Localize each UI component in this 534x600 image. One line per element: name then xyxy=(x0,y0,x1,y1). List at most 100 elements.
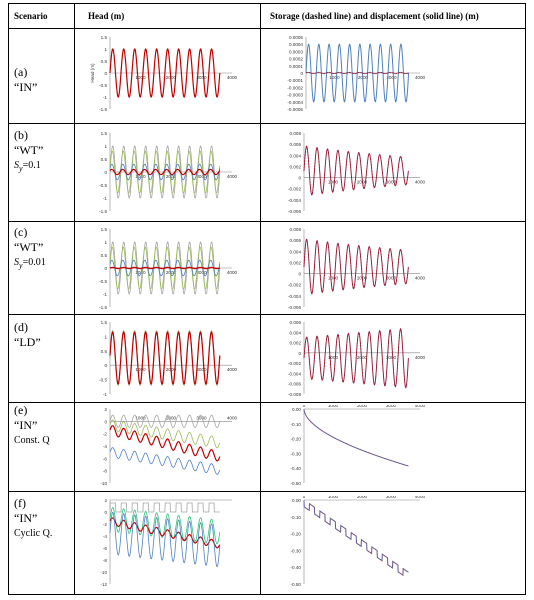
series-line xyxy=(109,246,221,290)
x-tick-label: 1000 xyxy=(328,276,339,281)
y-tick-label: 0.002 xyxy=(290,260,302,265)
x-tick-label: 2000 xyxy=(357,405,368,408)
series-line xyxy=(303,238,409,295)
x-tick-label: 2000 xyxy=(166,174,177,179)
series-line xyxy=(305,43,410,103)
y-tick-label: -0.40 xyxy=(291,565,302,570)
y-tick-label: -0.30 xyxy=(291,451,302,456)
y-tick-label: 0.006 xyxy=(290,320,302,325)
row-divider xyxy=(8,221,526,222)
series-line xyxy=(109,517,221,549)
y-tick-label: 0.002 xyxy=(290,341,302,346)
row-parameter: Sy=0.01 xyxy=(14,257,46,270)
y-tick-label: -1.5 xyxy=(99,209,107,214)
y-tick-label: -0.004 xyxy=(288,371,301,376)
y-tick-label: -0.10 xyxy=(291,515,302,520)
y-tick-label: -0.0004 xyxy=(287,100,303,105)
row-label-e: (e) “IN” Const. Q xyxy=(14,403,50,448)
y-tick-label: 0.006 xyxy=(290,142,302,147)
y-tick-label: -4 xyxy=(103,534,108,539)
y-tick-label: 0.008 xyxy=(290,227,302,232)
y-tick-label: -12 xyxy=(100,582,107,587)
y-tick-label: -0.10 xyxy=(291,422,302,427)
y-tick-label: 0 xyxy=(298,351,301,356)
x-tick-label: 2000 xyxy=(166,270,177,275)
x-tick-label: 3000 xyxy=(196,174,207,179)
row-letter: (d) xyxy=(14,320,28,334)
y-tick-label: 0.5 xyxy=(101,157,108,162)
x-tick-label: 3000 xyxy=(386,355,397,360)
x-tick-label: 1000 xyxy=(328,180,339,185)
series-line xyxy=(303,499,409,576)
y-tick-label: -0.006 xyxy=(288,209,301,214)
row-scenario-name: “IN” xyxy=(14,80,38,94)
row-scenario-name: “IN” xyxy=(14,511,38,525)
y-tick-label: 1 xyxy=(104,144,107,149)
y-tick-label: 0.006 xyxy=(290,238,302,243)
series-line xyxy=(109,150,221,194)
y-tick-label: -0.0001 xyxy=(287,78,303,83)
row-letter: (c) xyxy=(14,225,28,239)
y-tick-label: -0.40 xyxy=(291,466,302,471)
y-tick-label: -4 xyxy=(103,444,108,449)
series-line xyxy=(303,328,409,389)
y-tick-label: -0.004 xyxy=(288,198,301,203)
y-tick-label: 0.5 xyxy=(101,253,108,258)
x-tick-label: 3000 xyxy=(196,270,207,275)
y-tick-label: 0 xyxy=(104,170,107,175)
series-line xyxy=(303,145,409,196)
series-line xyxy=(109,419,221,449)
x-tick-label: 4000 xyxy=(415,405,426,408)
y-tick-label: -1 xyxy=(103,196,108,201)
y-tick-label: -8 xyxy=(103,469,108,474)
y-tick-label: -0.5 xyxy=(99,279,107,284)
row-scenario-name: “IN” xyxy=(14,418,38,432)
x-tick-label: 3000 xyxy=(386,75,397,80)
row-parameter: Cyclic Q. xyxy=(14,528,53,539)
y-tick-label: 1.5 xyxy=(101,131,108,136)
x-tick-label: 3000 xyxy=(386,276,397,281)
header-divider xyxy=(8,28,526,29)
series-line xyxy=(303,408,409,467)
chart-e-head: 2 0 -2 -4 -6 -8 -10 1000 2000 3000 4000 xyxy=(100,407,237,486)
row-label-b: (b) “WT” Sy=0.1 xyxy=(14,128,43,176)
y-tick-label: -0.5 xyxy=(99,83,107,88)
y-tick-label: 0 xyxy=(298,272,301,277)
row-label-d: (d) “LD” xyxy=(14,320,41,350)
y-tick-label: -0.002 xyxy=(288,361,301,366)
y-tick-label: 0.5 xyxy=(101,349,108,354)
y-tick-label: 0.00 xyxy=(292,407,301,412)
y-tick-label: 0.004 xyxy=(290,330,302,335)
y-tick-label: 0.5 xyxy=(101,59,108,64)
y-tick-label: 0.0002 xyxy=(289,57,303,62)
y-tick-label: 1.5 xyxy=(101,35,108,40)
x-tick-label: 3000 xyxy=(196,367,207,372)
header-scenario: Scenario xyxy=(14,11,48,21)
x-tick-label: 0 xyxy=(303,496,306,499)
row-letter: (b) xyxy=(14,128,28,142)
row-divider xyxy=(8,491,526,492)
row-scenario-name: “WT” xyxy=(14,240,44,254)
column-divider xyxy=(74,3,75,595)
row-label-c: (c) “WT” Sy=0.01 xyxy=(14,225,46,273)
y-tick-label: -10 xyxy=(100,481,107,486)
y-tick-label: -6 xyxy=(103,456,108,461)
y-tick-label: 0.00 xyxy=(292,498,301,503)
x-tick-label: 1000 xyxy=(328,355,339,360)
y-tick-label: -0.20 xyxy=(291,532,302,537)
chart-e-storage: 0.00 -0.10 -0.20 -0.30 -0.40 -0.50 0 1000 2000 30… xyxy=(291,405,426,486)
y-tick-label: -1 xyxy=(103,292,108,297)
chart-f-head: 2 0 -2 -4 -6 -8 -10 -12 xyxy=(100,498,232,587)
x-tick-label: 3000 xyxy=(196,75,207,80)
x-tick-label: 4000 xyxy=(415,75,426,80)
y-tick-label: 0.0001 xyxy=(289,64,303,69)
chart-c-storage: 0.008 0.006 0.004 0.002 0 -0.002 -0.004 -0.006 1… xyxy=(288,227,426,310)
x-tick-label: 1000 xyxy=(329,75,340,80)
series-line xyxy=(305,71,409,75)
chart-a-storage: 0.0005 0.0004 0.0003 0.0002 0.0001 0 -0.0001 -0… xyxy=(287,35,426,112)
y-tick-label: -1.5 xyxy=(99,305,107,310)
series-line xyxy=(109,511,221,568)
row-scenario-name: “WT” xyxy=(14,143,44,157)
